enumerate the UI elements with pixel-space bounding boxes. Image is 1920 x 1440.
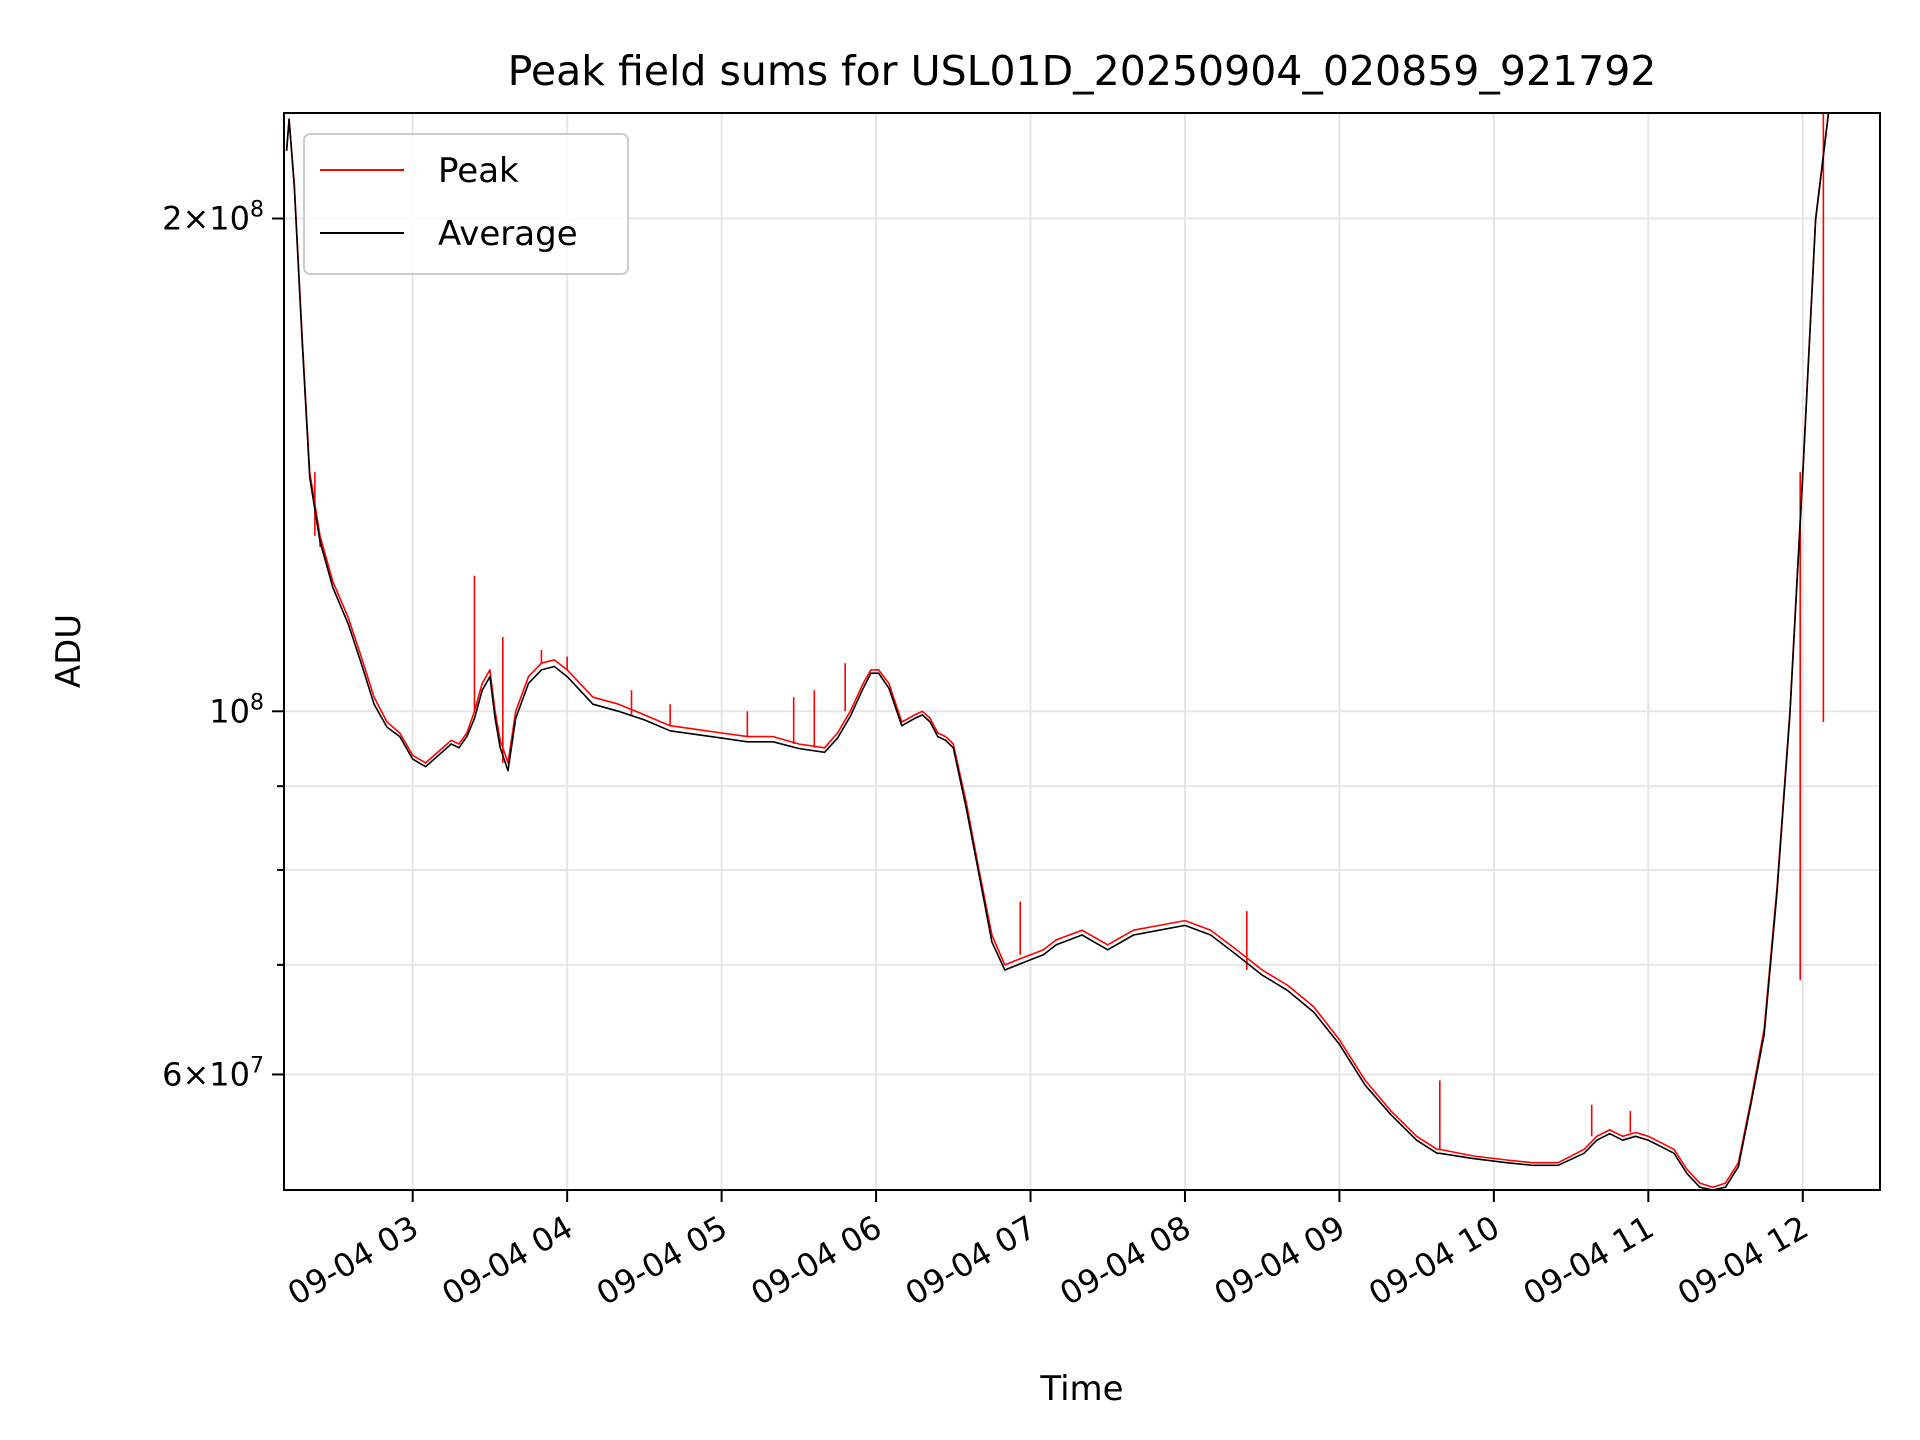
legend-label-average: Average bbox=[438, 214, 578, 254]
series-lines bbox=[285, 112, 1880, 1191]
x-axis-title: Time bbox=[1039, 1369, 1123, 1409]
plot-frame bbox=[283, 112, 1881, 1191]
y-axis-title: ADU bbox=[49, 614, 89, 688]
series-line-peak bbox=[285, 112, 1880, 1188]
series-line-average bbox=[285, 112, 1880, 1191]
y-tick-label: 6×107 bbox=[162, 1053, 264, 1093]
legend-label-peak: Peak bbox=[438, 151, 519, 191]
legend: Peak Average bbox=[303, 133, 629, 275]
gridlines bbox=[284, 113, 1880, 1190]
y-axis: 2×108 108 6×107 bbox=[162, 198, 284, 1093]
chart-title: Peak field sums for USL01D_20250904_0208… bbox=[508, 47, 1657, 95]
y-tick-label: 2×108 bbox=[162, 198, 264, 238]
y-tick-label: 108 bbox=[209, 690, 264, 730]
